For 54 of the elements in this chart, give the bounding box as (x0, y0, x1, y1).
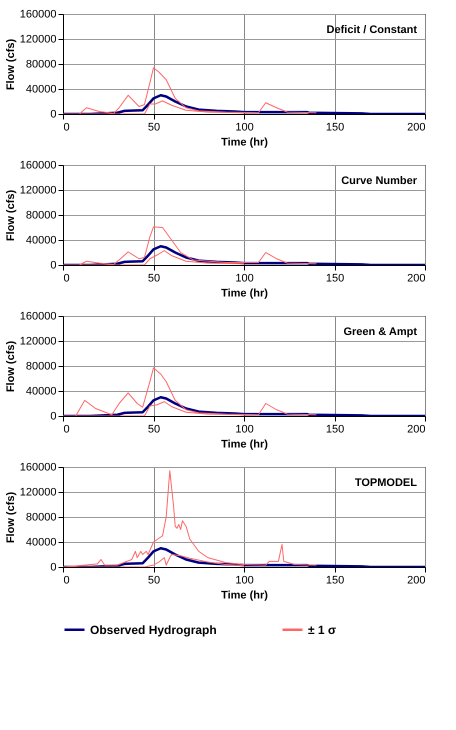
x-tick-label: 100 (235, 272, 254, 284)
x-tick-label: 100 (235, 122, 254, 134)
y-tick-label: 120000 (20, 184, 56, 196)
y-tick-label: 40000 (26, 234, 56, 246)
y-tick-label: 0 (50, 108, 56, 120)
x-tick-label: 200 (407, 272, 426, 284)
y-tick-label: 120000 (20, 34, 56, 46)
y-tick-label: 160000 (20, 462, 56, 474)
y-tick-label: 160000 (20, 8, 56, 20)
x-tick-label: 150 (326, 574, 344, 586)
y-tick-label: 40000 (26, 386, 56, 398)
text: TOPMODEL (354, 477, 418, 489)
y-tick-label: 160000 (20, 310, 56, 322)
text: Deficit / Constant (326, 24, 418, 36)
legend-label: Observed Hydrograph (90, 622, 217, 637)
x-tick-label: 100 (235, 424, 254, 436)
x-tick-label: 100 (235, 574, 254, 586)
text: Green & Ampt (343, 326, 418, 338)
x-tick-label: 50 (148, 424, 160, 436)
x-tick-label: 50 (148, 272, 160, 284)
y-tick-label: 120000 (20, 486, 56, 498)
y-tick-label: 0 (50, 562, 56, 574)
x-axis-title: Time (hr) (221, 136, 268, 148)
x-axis-title: Time (hr) (221, 288, 268, 300)
x-tick-label: 0 (64, 424, 70, 436)
y-axis-title: Flow (cfs) (4, 492, 17, 544)
y-axis-title: Flow (cfs) (4, 38, 17, 90)
x-tick-label: 0 (64, 574, 70, 586)
y-tick-label: 40000 (26, 84, 56, 96)
x-tick-label: 150 (326, 122, 344, 134)
y-tick-label: 120000 (20, 336, 56, 348)
y-tick-label: 80000 (26, 58, 56, 70)
x-tick-label: 150 (326, 424, 344, 436)
y-tick-label: 80000 (26, 210, 56, 222)
y-tick-label: 0 (50, 260, 56, 272)
x-axis-title: Time (hr) (221, 438, 268, 450)
x-tick-label: 0 (64, 272, 70, 284)
y-tick-label: 160000 (20, 160, 56, 172)
y-tick-label: 80000 (26, 360, 56, 372)
x-tick-label: 150 (326, 272, 344, 284)
y-axis-title: Flow (cfs) (4, 190, 17, 242)
x-tick-label: 50 (148, 122, 160, 134)
x-tick-label: 50 (148, 574, 160, 586)
x-tick-label: 200 (407, 574, 426, 586)
y-tick-label: 0 (50, 410, 56, 422)
x-tick-label: 200 (407, 424, 426, 436)
x-tick-label: 200 (407, 122, 426, 134)
text: Curve Number (341, 175, 418, 187)
y-tick-label: 80000 (26, 512, 56, 524)
y-tick-label: 40000 (26, 536, 56, 548)
x-tick-label: 0 (64, 122, 70, 134)
y-axis-title: Flow (cfs) (4, 340, 17, 392)
legend-label: ± 1 σ (308, 622, 336, 637)
x-axis-title: Time (hr) (221, 590, 268, 602)
